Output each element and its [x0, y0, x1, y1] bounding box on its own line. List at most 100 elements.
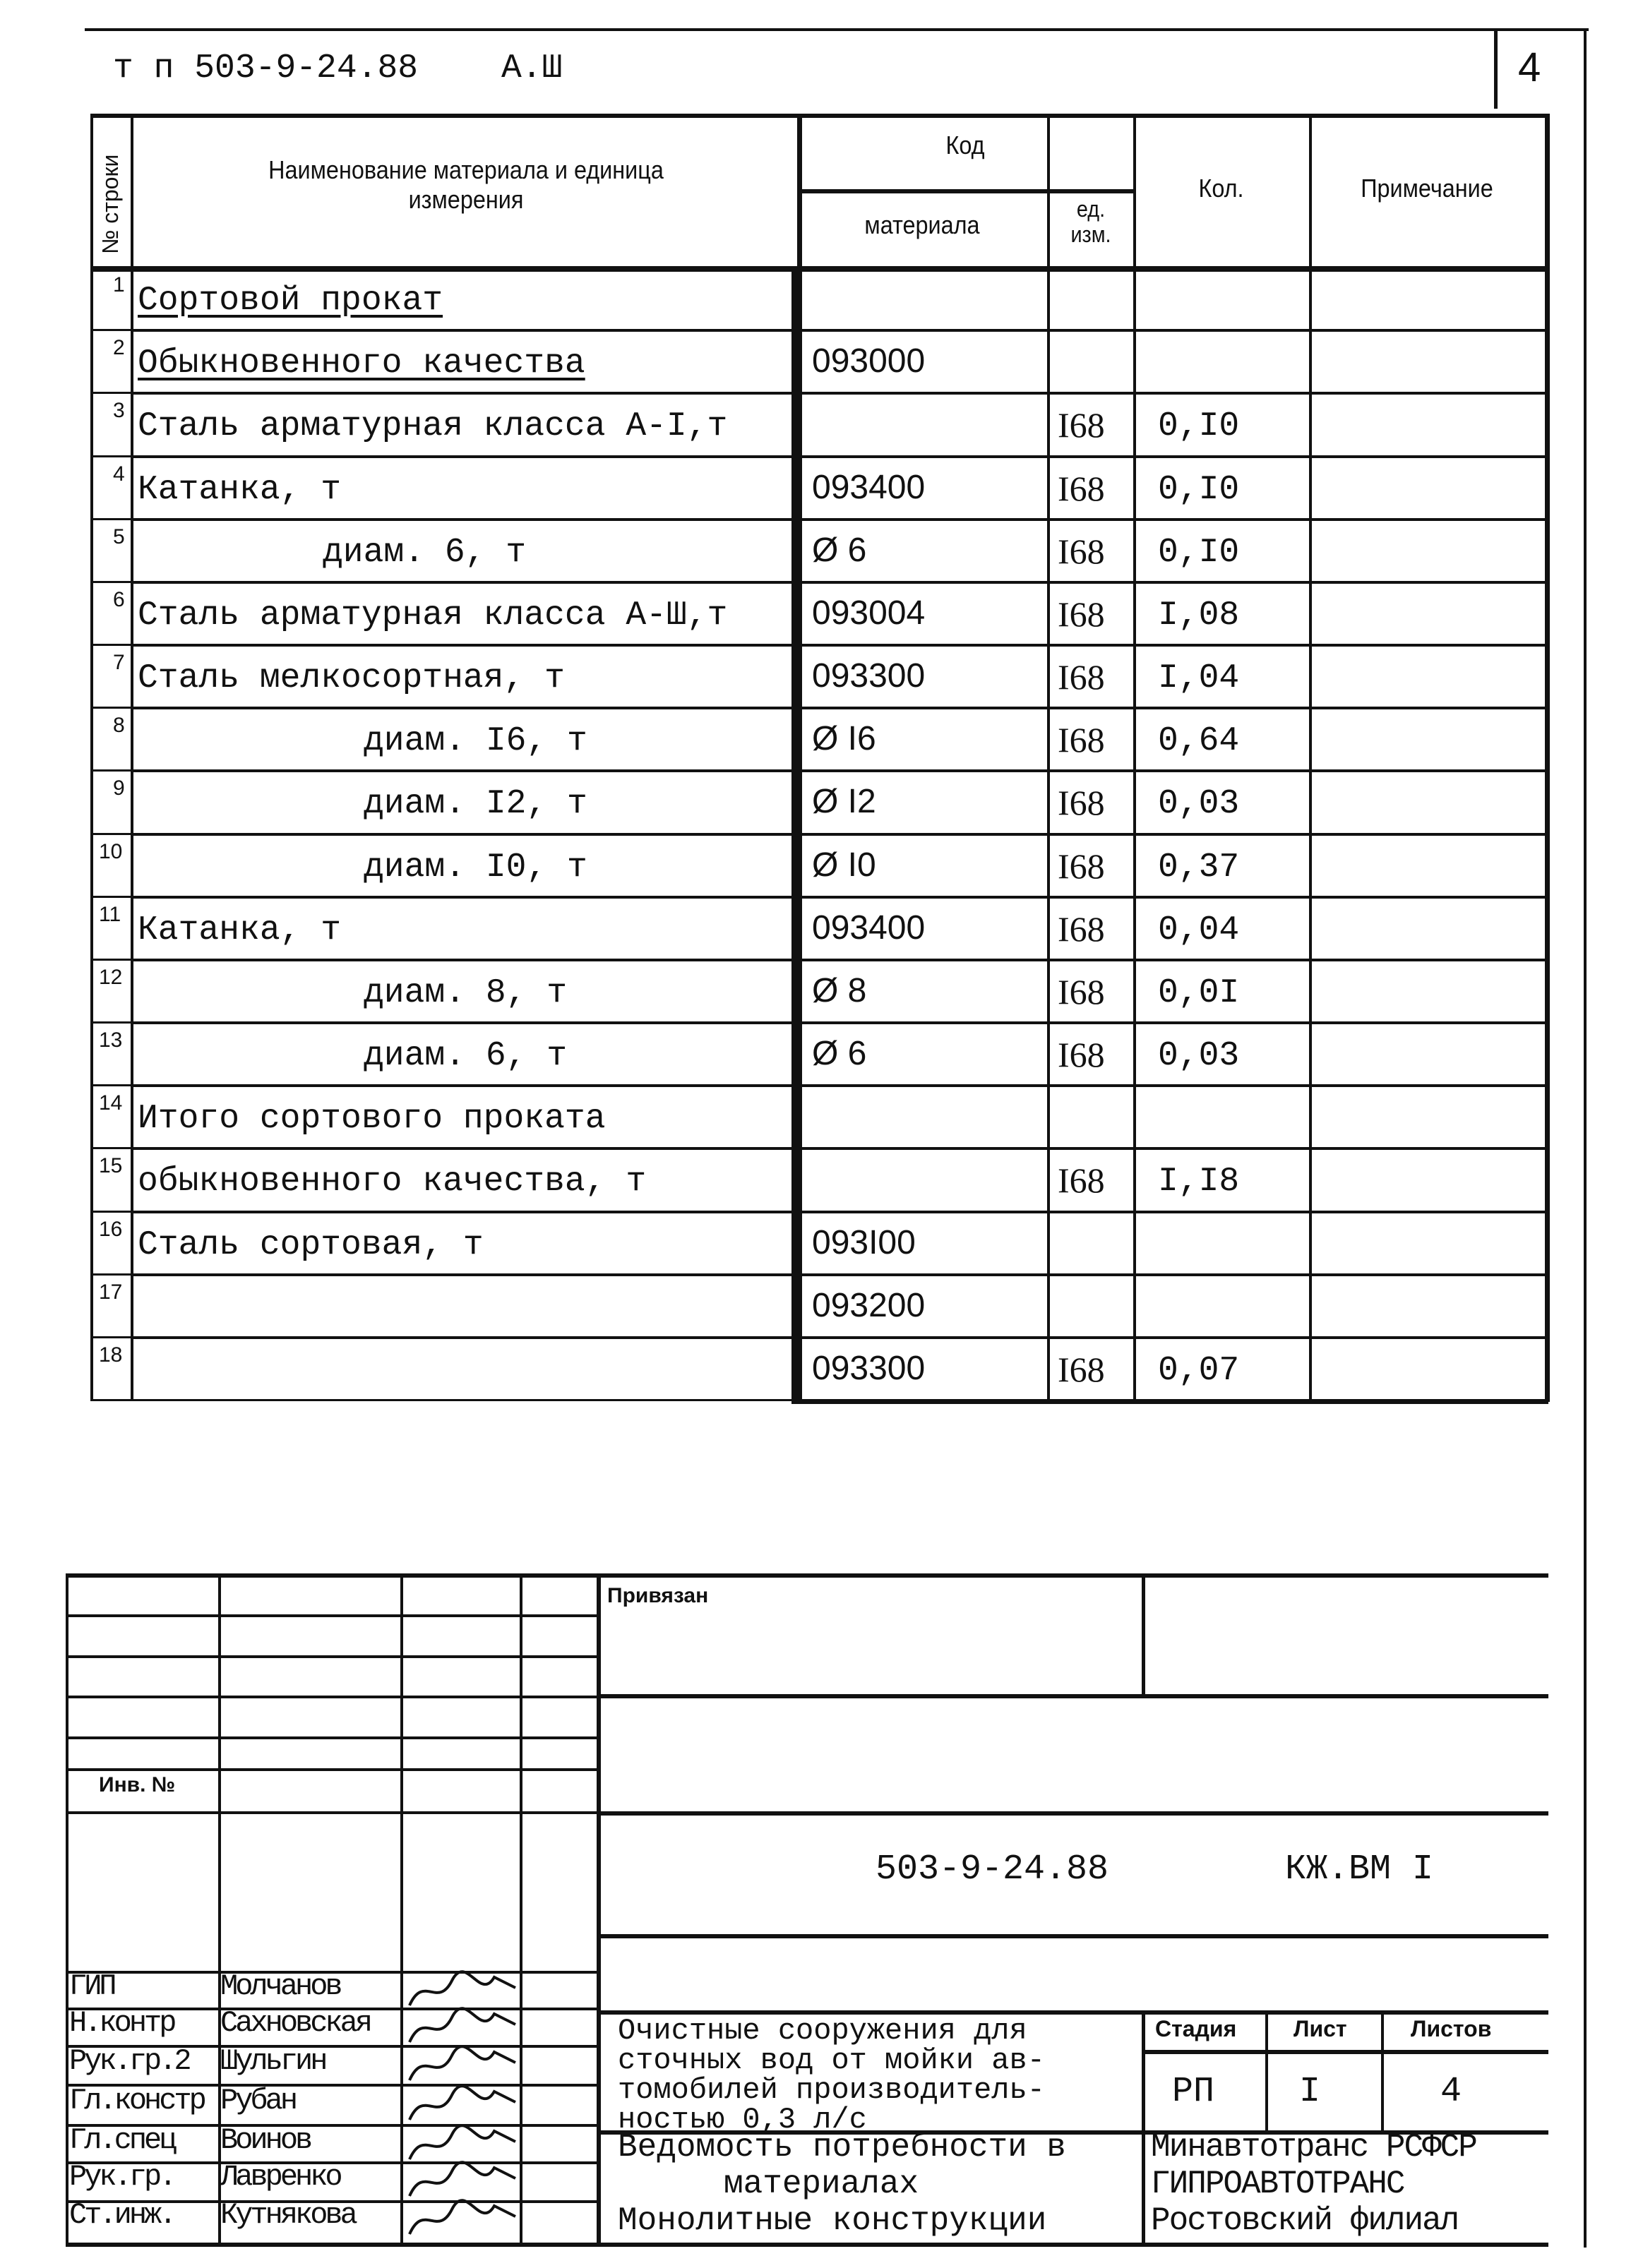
- row-line: [131, 517, 1545, 521]
- row-line: [131, 392, 1545, 395]
- column-line: [90, 114, 93, 1399]
- unit-code: I68: [1058, 468, 1105, 508]
- row-line: [131, 832, 1545, 836]
- project-title-line: ностью 0,3 л/с: [618, 2103, 867, 2137]
- unit-code: I68: [1058, 783, 1105, 823]
- col-row-no: № строки: [97, 154, 123, 254]
- row-line: [90, 1084, 131, 1087]
- quantity: 0,07: [1158, 1351, 1240, 1390]
- row-line: [131, 580, 1545, 584]
- material-code: 093400: [812, 468, 926, 506]
- col-code: Код: [945, 131, 985, 160]
- doc-title-line: Монолитные конструкции: [618, 2202, 1047, 2239]
- doc-title-line: Ведомость потребности в: [618, 2129, 1066, 2166]
- material-name: Сталь сортовая, т: [138, 1225, 484, 1264]
- quantity: 0,04: [1158, 911, 1240, 949]
- row-line: [90, 1021, 131, 1024]
- top-border: [85, 28, 1589, 31]
- row-number: 8: [113, 714, 125, 738]
- row-line: [90, 580, 131, 583]
- code-split-line: [797, 189, 1133, 193]
- stage-left-line: [1142, 2010, 1145, 2243]
- sheet-mark: КЖ.ВМ I: [1285, 1849, 1434, 1890]
- sheet-value: I: [1299, 2072, 1321, 2112]
- material-name: диам. I0, т: [364, 848, 587, 887]
- stamp-row-line: [597, 1934, 1548, 1938]
- row-number: 7: [113, 651, 125, 674]
- signature: [408, 2161, 516, 2197]
- outer-right-border: [1584, 31, 1587, 2248]
- column-line: [797, 114, 802, 1399]
- signature: [408, 2045, 516, 2081]
- stamp-top-border: [66, 1573, 1548, 1578]
- row-number: 12: [99, 965, 123, 989]
- signer-name: Шульгин: [220, 2044, 328, 2078]
- material-name: Сталь мелкосортная, т: [138, 659, 565, 697]
- stamp-bottom-border: [66, 2243, 1548, 2247]
- row-line: [131, 1336, 1545, 1339]
- stamp-column-line: [520, 1573, 522, 2243]
- row-line: [131, 644, 1545, 647]
- stamp-column-line: [400, 1573, 403, 2243]
- row-line: [90, 1273, 131, 1276]
- signer-name: Молчанов: [220, 1969, 343, 2003]
- sheets-label: Листов: [1411, 2016, 1492, 2041]
- row-line: [90, 644, 131, 646]
- project-title-line: томобилей производитель-: [618, 2073, 1045, 2107]
- bound-split-line: [1142, 1573, 1145, 1694]
- stamp-row-line: [597, 2010, 1548, 2015]
- material-code: Ø 8: [812, 971, 867, 1009]
- material-code: Ø 6: [812, 1035, 867, 1072]
- stamp-row-line: [597, 2130, 1548, 2135]
- row-line: [90, 895, 131, 898]
- signer-role: Рук.гр.: [69, 2160, 177, 2194]
- material-code: 093004: [812, 594, 926, 632]
- unit-code: I68: [1058, 846, 1105, 886]
- row-line: [131, 1210, 1545, 1213]
- material-name: диам. I2, т: [364, 785, 587, 824]
- project-title: Очистные сооружения для сточных вод от м…: [618, 2016, 1045, 2135]
- quantity: 0,03: [1158, 1037, 1240, 1075]
- material-name: Сталь арматурная класса А-Ш,т: [138, 596, 728, 635]
- organization: Минавтотранс РСФСР ГИПРОАВТОТРАНС Ростов…: [1151, 2129, 1478, 2239]
- material-code: 093400: [812, 908, 926, 947]
- row-number: 17: [99, 1280, 123, 1304]
- stamp-row-line: [66, 2045, 597, 2048]
- row-line: [90, 832, 131, 835]
- signer-role: Гл.спец: [69, 2123, 177, 2157]
- inv-label: Инв. №: [99, 1773, 176, 1796]
- signature: [408, 2007, 516, 2043]
- row-line: [131, 1084, 1545, 1088]
- row-line: [131, 769, 1545, 773]
- row-number: 4: [113, 462, 125, 486]
- quantity: I,I8: [1158, 1163, 1240, 1201]
- row-number: 2: [113, 336, 125, 360]
- material-name: диам. 6, т: [323, 533, 527, 572]
- row-line: [90, 1336, 131, 1338]
- stamp-row-line: [66, 2084, 597, 2087]
- stamp-row-line: [66, 1655, 597, 1658]
- row-number: 13: [99, 1028, 123, 1052]
- org-line: Минавтотранс РСФСР: [1151, 2129, 1478, 2166]
- signature: [408, 1970, 516, 2006]
- col-name: Наименование материала и единица измерен…: [268, 155, 664, 214]
- material-name: обыкновенного качества, т: [138, 1163, 647, 1201]
- stamp-divider: [597, 1573, 601, 2243]
- row-number: 3: [113, 399, 125, 423]
- stamp-row-line: [66, 1614, 597, 1617]
- material-code: Ø 6: [812, 531, 867, 569]
- unit-code: I68: [1058, 405, 1105, 445]
- row-line: [131, 329, 1545, 332]
- album-number: А.Ш: [501, 49, 563, 88]
- page-box-divider: [1494, 31, 1498, 109]
- material-name: Катанка, т: [138, 470, 342, 509]
- material-name: диам. 8, т: [364, 973, 568, 1012]
- unit-code: I68: [1058, 531, 1105, 571]
- signer-name: Рубан: [220, 2084, 298, 2118]
- row-number: 16: [99, 1217, 123, 1241]
- sheet-label: Лист: [1294, 2016, 1347, 2041]
- material-name: Сортовой прокат: [138, 282, 443, 320]
- project-title-line: Очистные сооружения для: [618, 2014, 1027, 2048]
- material-name: Обыкновенного качества: [138, 344, 585, 383]
- row-number: 9: [113, 776, 125, 800]
